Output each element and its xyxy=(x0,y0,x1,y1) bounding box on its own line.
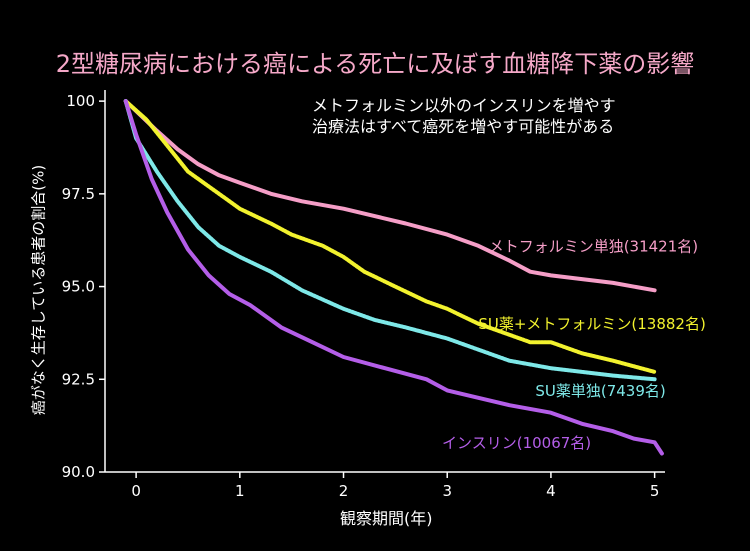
x-tick-label: 4 xyxy=(546,482,556,500)
y-axis-label: 癌がなく生存している患者の割合(%) xyxy=(29,164,48,416)
y-tick-label: 90.0 xyxy=(62,463,95,481)
chart-annotation: メトフォルミン以外のインスリンを増やす 治療法はすべて癌死を増やす可能性がある xyxy=(312,95,616,137)
y-tick-label: 95.0 xyxy=(62,278,95,296)
x-axis-label: 観察期間(年) xyxy=(340,509,433,528)
series-line xyxy=(123,99,664,456)
series-line xyxy=(123,99,657,374)
series-label: SU薬+メトフォルミン(13882名) xyxy=(478,315,706,333)
series-label: SU薬単独(7439名) xyxy=(535,382,665,400)
chart-title: 2型糖尿病における癌による死亡に及ぼす血糖降下薬の影響 xyxy=(55,50,695,78)
y-tick-label: 100 xyxy=(66,92,95,110)
x-tick-label: 5 xyxy=(650,482,660,500)
series-line xyxy=(123,99,657,293)
x-tick-label: 0 xyxy=(131,482,141,500)
x-tick-label: 2 xyxy=(339,482,349,500)
y-tick-label: 92.5 xyxy=(62,370,95,388)
annotation-line-1: メトフォルミン以外のインスリンを増やす xyxy=(312,96,616,115)
y-tick-label: 97.5 xyxy=(62,185,95,203)
x-tick-label: 1 xyxy=(235,482,245,500)
series-label: インスリン(10067名) xyxy=(442,434,591,452)
series-label: メトフォルミン単独(31421名) xyxy=(489,237,698,255)
x-tick-label: 3 xyxy=(442,482,452,500)
annotation-line-2: 治療法はすべて癌死を増やす可能性がある xyxy=(312,117,615,136)
series-line xyxy=(123,99,657,382)
